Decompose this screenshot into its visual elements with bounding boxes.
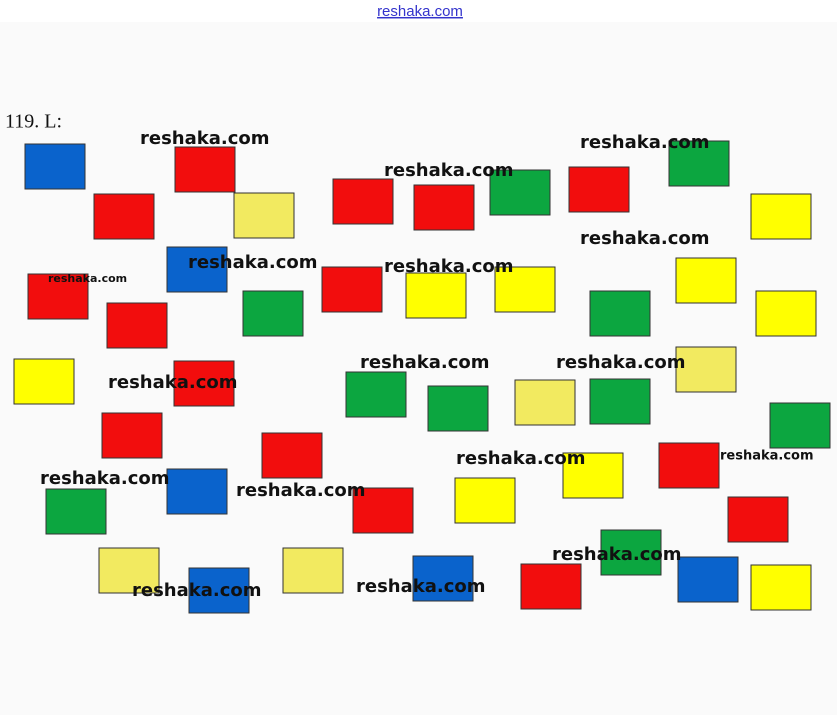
colored-rectangle (321, 266, 383, 313)
colored-rectangle (101, 412, 163, 459)
colored-rectangle (494, 266, 556, 313)
colored-rectangle (677, 556, 739, 603)
watermark: reshaka.com (384, 256, 514, 277)
watermark: reshaka.com (40, 468, 170, 489)
watermark: reshaka.com (580, 228, 710, 249)
watermark: reshaka.com (132, 580, 262, 601)
colored-rectangle (589, 290, 651, 337)
watermark: reshaka.com (48, 272, 127, 285)
colored-rectangle (675, 257, 737, 304)
colored-rectangle (520, 563, 582, 610)
colored-rectangle (675, 346, 737, 393)
colored-rectangle (173, 360, 235, 407)
watermark: reshaka.com (720, 449, 814, 464)
colored-rectangle (45, 488, 107, 535)
colored-rectangle (589, 378, 651, 425)
colored-rectangle (261, 432, 323, 479)
colored-rectangle (562, 452, 624, 499)
colored-rectangle (166, 468, 228, 515)
watermark: reshaka.com (360, 352, 490, 373)
colored-rectangle (233, 192, 295, 239)
colored-rectangle (750, 564, 812, 611)
colored-rectangle (27, 273, 89, 320)
colored-rectangle (769, 402, 831, 449)
watermarks: reshaka.com reshaka.com reshaka.com reshaka… (40, 128, 814, 601)
colored-rectangle (668, 140, 730, 187)
colored-rectangle (489, 169, 551, 216)
watermark: reshaka.com (552, 544, 682, 565)
colored-rectangle (98, 547, 160, 594)
colored-rectangle (345, 371, 407, 418)
problem-label: 119. L: (5, 111, 62, 133)
colored-rectangle (174, 146, 236, 193)
watermark: reshaka.com (356, 576, 486, 597)
colored-rectangle (750, 193, 812, 240)
colored-rectangle (658, 442, 720, 489)
colored-rectangle (352, 487, 414, 534)
colored-rectangle (427, 385, 489, 432)
colored-rectangle (24, 143, 86, 190)
watermark: reshaka.com (236, 480, 366, 501)
colored-rectangle (514, 379, 576, 426)
colored-rectangle (13, 358, 75, 405)
site-link[interactable]: reshaka.com (377, 3, 463, 20)
watermark: reshaka.com (556, 352, 686, 373)
watermark: reshaka.com (140, 128, 270, 149)
colored-rectangle (412, 555, 474, 602)
colored-rectangle (568, 166, 630, 213)
watermark: reshaka.com (188, 252, 318, 273)
colored-rectangle (332, 178, 394, 225)
colored-rectangle (242, 290, 304, 337)
colored-rectangle (188, 567, 250, 614)
rectangles (13, 140, 831, 614)
colored-rectangle (405, 272, 467, 319)
colored-rectangle (93, 193, 155, 240)
watermark: reshaka.com (456, 448, 586, 469)
watermark: reshaka.com (580, 132, 710, 153)
watermark: reshaka.com (384, 160, 514, 181)
colored-rectangle (454, 477, 516, 524)
colored-rectangle (600, 529, 662, 576)
colored-rectangle (413, 184, 475, 231)
colored-rectangle (282, 547, 344, 594)
watermark: reshaka.com (108, 372, 238, 393)
colored-rectangle (106, 302, 168, 349)
colored-rectangle (727, 496, 789, 543)
colored-rectangle (755, 290, 817, 337)
colored-rectangle (166, 246, 228, 293)
